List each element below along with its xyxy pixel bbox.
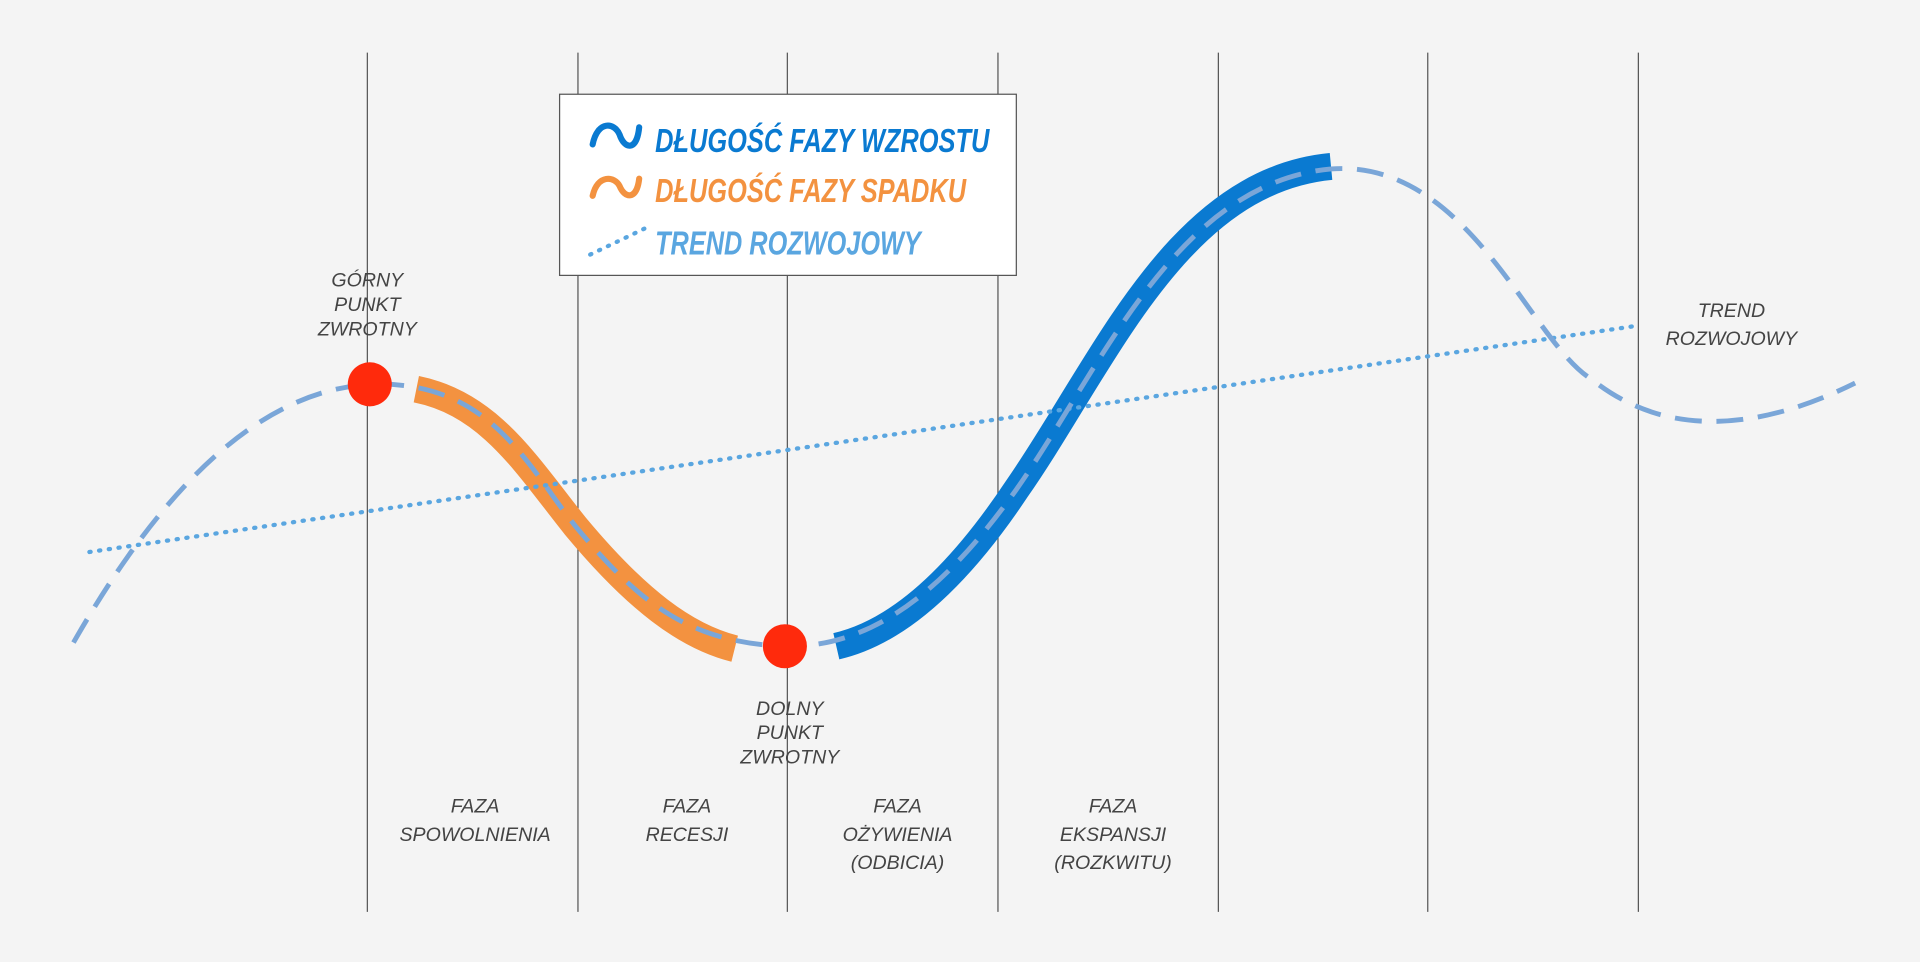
legend-label: DŁUGOŚĆ FAZY SPADKU (655, 172, 967, 210)
phase-label: FAZA (873, 796, 922, 818)
turning-point-label: ZWROTNY (317, 318, 419, 340)
legend-label: TREND ROZWOJOWY (655, 226, 923, 263)
lower-turning-point (762, 624, 807, 669)
phase-label: FAZA (1089, 796, 1138, 818)
phase-label: (ROZKWITU) (1054, 852, 1171, 874)
phase-label: (ODBICIA) (851, 852, 945, 874)
legend: DŁUGOŚĆ FAZY WZROSTU DŁUGOŚĆ FAZY SPADKU… (558, 93, 1017, 276)
phase-label: RECESJI (646, 824, 729, 846)
turning-point-label: DOLNY (756, 698, 825, 720)
phase-label: FAZA (451, 796, 500, 818)
legend-icon-decline (589, 175, 643, 199)
phase-label: SPOWOLNIENIA (399, 824, 550, 846)
labels: GÓRNYPUNKTZWROTNYDOLNYPUNKTZWROTNYFAZASP… (317, 268, 1799, 874)
phase-label: OŻYWIENIA (843, 824, 953, 846)
legend-label: DŁUGOŚĆ FAZY WZROSTU (655, 122, 990, 160)
turning-point-label: ZWROTNY (739, 747, 841, 769)
turning-point-label: GÓRNY (331, 268, 405, 291)
phase-label: FAZA (663, 796, 712, 818)
trend-line (87, 323, 1641, 555)
upper-turning-point (347, 362, 392, 407)
legend-icon-growth (589, 122, 643, 149)
trend-label: TREND (1698, 300, 1765, 322)
legend-icon-trend (588, 225, 649, 257)
phase-label: EKSPANSJI (1060, 824, 1167, 846)
turning-point-label: PUNKT (334, 294, 402, 316)
trend-label: ROZWOJOWY (1666, 328, 1800, 350)
turning-point-label: PUNKT (757, 722, 825, 744)
